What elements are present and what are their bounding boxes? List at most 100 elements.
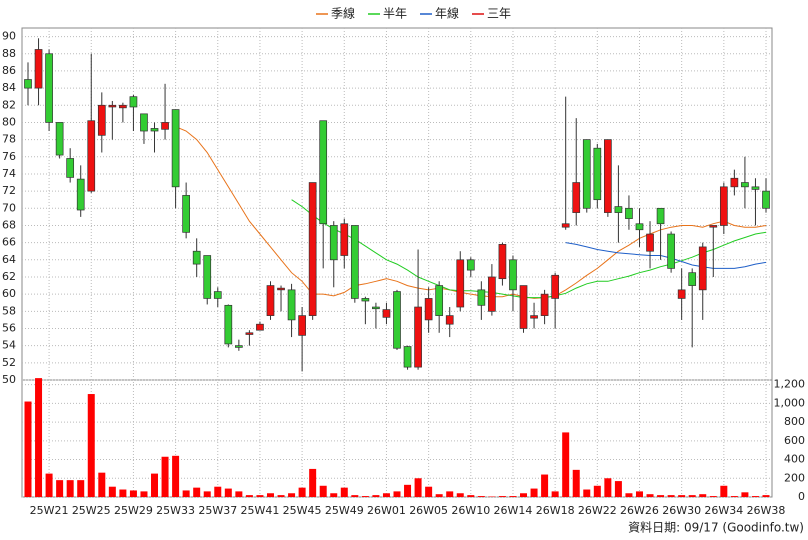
- volume-bar: [266, 493, 274, 497]
- x-tick-label: 26W30: [662, 504, 701, 517]
- ma-line: [565, 242, 767, 269]
- candle-body: [456, 259, 465, 308]
- candle-body: [477, 289, 486, 306]
- volume-bar: [224, 488, 232, 497]
- candle-body: [140, 113, 148, 132]
- candle-body: [308, 182, 317, 316]
- volume-bar: [730, 496, 738, 497]
- volume-bar: [298, 487, 306, 497]
- candle-body: [287, 289, 296, 321]
- volume-bar: [277, 495, 285, 497]
- y-tick-label: 84: [2, 81, 16, 94]
- volume-bar: [256, 495, 264, 497]
- candle-body: [667, 233, 675, 269]
- volume-bar: [66, 480, 74, 497]
- candle-body: [319, 120, 328, 225]
- volume-bar: [214, 486, 222, 497]
- volume-bar: [435, 494, 443, 497]
- x-tick-label: 25W45: [283, 504, 322, 517]
- volume-bar: [520, 493, 528, 497]
- volume-bar: [414, 478, 422, 497]
- candle-body: [256, 323, 264, 331]
- volume-bar: [604, 478, 612, 497]
- volume-bar: [678, 495, 686, 497]
- ma-line: [175, 126, 767, 299]
- volume-bar: [404, 484, 412, 497]
- volume-bar: [562, 432, 570, 497]
- candle-body: [435, 285, 444, 316]
- candle-body: [361, 298, 370, 302]
- source-note: 資料日期: 09/17 (Goodinfo.tw): [628, 521, 804, 535]
- y-tick-label: 54: [2, 339, 16, 352]
- volume-bar: [646, 494, 654, 497]
- candle-body: [572, 182, 581, 213]
- x-tick-label: 25W41: [241, 504, 280, 517]
- volume-bar: [657, 495, 665, 497]
- volume-bar: [340, 487, 348, 497]
- volume-bar: [330, 493, 338, 497]
- y-tick-label: 74: [2, 167, 16, 180]
- y-tick-label: 58: [2, 304, 16, 317]
- volume-bar: [288, 493, 296, 497]
- candle-body: [414, 306, 422, 368]
- candle-body: [372, 306, 380, 310]
- volume-bar: [688, 495, 696, 497]
- volume-bar: [614, 481, 622, 497]
- volume-bar: [709, 496, 717, 497]
- candle-body: [625, 207, 633, 219]
- candle-body: [709, 225, 718, 228]
- y-tick-label: 70: [2, 201, 16, 214]
- candle-body: [55, 122, 64, 156]
- candle-body: [698, 246, 707, 291]
- candle-body: [129, 96, 138, 108]
- candle-body: [604, 139, 612, 213]
- volume-bar: [551, 491, 559, 497]
- volume-bar: [203, 491, 211, 497]
- candle-body: [466, 259, 475, 271]
- y-tick-label: 82: [2, 98, 16, 111]
- volume-bar: [498, 496, 506, 497]
- volume-bar: [35, 378, 43, 497]
- x-tick-label: 26W01: [367, 504, 406, 517]
- candle-body: [582, 139, 591, 209]
- x-tick-label: 26W22: [578, 504, 617, 517]
- volume-bar: [425, 486, 433, 497]
- candle-body: [677, 289, 686, 299]
- volume-bar: [98, 472, 106, 497]
- x-tick-label: 25W37: [198, 504, 237, 517]
- candle-body: [235, 345, 243, 348]
- candle-body: [277, 287, 285, 291]
- legend-label: 半年: [383, 7, 407, 21]
- candle-body: [213, 291, 222, 299]
- x-tick-label: 26W26: [620, 504, 659, 517]
- y2-tick-label: 1,200: [774, 378, 806, 391]
- volume-bar: [467, 495, 475, 497]
- volume-bar: [530, 488, 538, 497]
- x-tick-label: 26W38: [747, 504, 786, 517]
- volume-bar: [509, 496, 517, 497]
- y-tick-label: 68: [2, 218, 16, 231]
- volume-bar: [309, 468, 317, 497]
- volume-bar: [108, 486, 116, 497]
- candle-body: [161, 122, 169, 130]
- volume-bar: [667, 495, 675, 497]
- candle-body: [762, 190, 770, 209]
- y2-tick-label: 1,000: [774, 396, 806, 409]
- candle-body: [561, 223, 570, 228]
- y-tick-label: 64: [2, 253, 16, 266]
- volume-bar: [140, 491, 148, 497]
- y-tick-label: 52: [2, 356, 16, 369]
- candle-body: [382, 309, 391, 318]
- volume-bar: [393, 491, 401, 497]
- candle-body: [340, 223, 349, 256]
- candle-body: [656, 207, 665, 225]
- volume-bar: [245, 495, 253, 497]
- volume-bar: [129, 490, 137, 497]
- x-tick-label: 25W29: [114, 504, 153, 517]
- candle-body: [329, 225, 338, 261]
- volume-bar: [625, 493, 633, 497]
- candle-body: [424, 298, 433, 321]
- candle-body: [393, 291, 401, 349]
- candle-body: [635, 223, 644, 231]
